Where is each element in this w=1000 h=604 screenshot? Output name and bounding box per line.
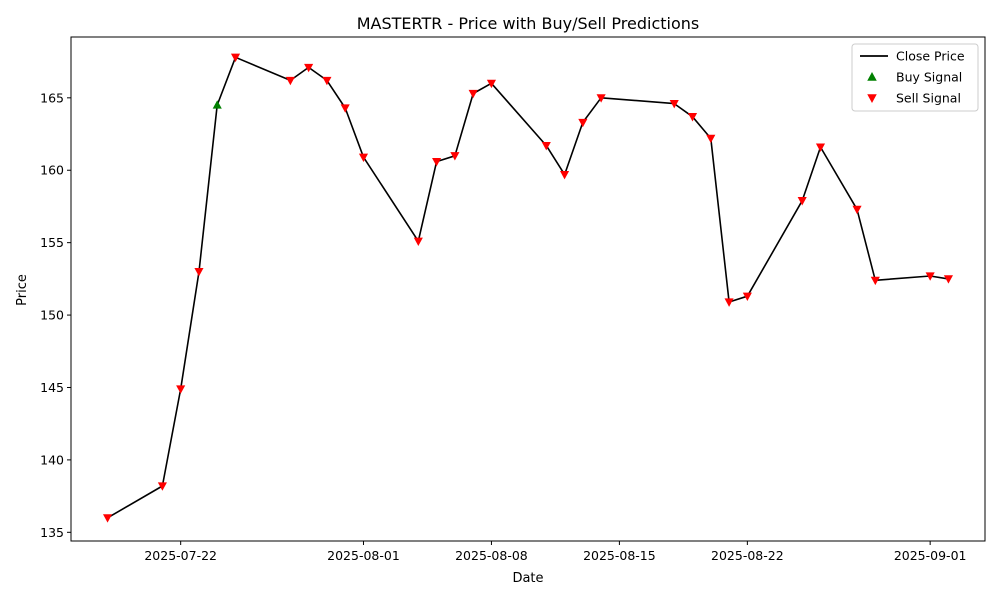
x-tick-label: 2025-08-22: [711, 548, 784, 563]
sell-signal-marker: [870, 276, 880, 286]
sell-signal-marker: [413, 237, 423, 247]
sell-signal-marker: [486, 79, 496, 89]
legend-sell-signal-swatch: [867, 94, 877, 103]
sell-signal-marker: [943, 275, 953, 284]
sell-signal-marker: [157, 482, 167, 491]
sell-signal-marker: [468, 89, 478, 99]
legend-label: Close Price: [896, 49, 965, 64]
y-tick-label: 150: [40, 308, 64, 323]
legend-label: Buy Signal: [896, 70, 962, 85]
y-axis: 135 140 145 150 155 160 165: [40, 90, 71, 540]
sell-signal-marker: [541, 142, 551, 151]
y-tick-label: 155: [40, 235, 64, 250]
legend-label: Sell Signal: [896, 91, 961, 106]
sell-signal-marker: [432, 157, 442, 167]
sell-signal-marker: [340, 104, 350, 113]
axes-frame: [70, 36, 986, 542]
x-axis: 2025-07-22 2025-08-01 2025-08-08 2025-08-15…: [144, 541, 966, 563]
legend-buy-signal-swatch: [867, 72, 877, 81]
legend-box: [851, 43, 979, 112]
sell-signal-marker: [925, 272, 935, 281]
chart-title: MASTERTR - Price with Buy/Sell Predictio…: [357, 14, 700, 33]
plot-area: [103, 53, 953, 523]
sell-signal-marker: [724, 298, 734, 307]
sell-signal-marker: [596, 94, 606, 103]
sell-signal-marker: [194, 268, 204, 277]
sell-signal-marker: [815, 143, 826, 152]
y-axis-label: Price: [15, 274, 30, 306]
sell-signal-marker: [797, 197, 807, 206]
y-tick-label: 135: [40, 525, 64, 540]
sell-signal-marker: [358, 153, 369, 163]
x-tick-label: 2025-08-08: [455, 548, 528, 563]
legend: Close Price Buy Signal Sell Signal: [851, 43, 979, 112]
sell-signal-marker: [176, 385, 186, 394]
y-tick-label: 140: [40, 452, 64, 467]
y-tick-label: 165: [40, 90, 64, 105]
sell-signal-marker: [669, 100, 679, 109]
sell-signal-marker: [687, 113, 698, 122]
close-price-line: [107, 56, 949, 519]
sell-signal-marker: [742, 292, 752, 302]
sell-signal-marker: [578, 118, 588, 128]
buy-signal-marker: [212, 100, 222, 109]
sell-signal-marker: [304, 63, 314, 73]
sell-signal-marker: [230, 53, 241, 63]
sell-signal-marker: [560, 170, 570, 180]
x-tick-label: 2025-09-01: [894, 548, 967, 563]
sell-signal-marker: [322, 76, 332, 86]
sell-signal-marker: [450, 152, 460, 161]
x-tick-label: 2025-07-22: [144, 548, 217, 563]
sell-signal-marker: [852, 205, 862, 215]
x-tick-label: 2025-08-01: [327, 548, 400, 563]
sell-signal-marker: [103, 514, 113, 523]
y-tick-label: 160: [40, 163, 64, 178]
y-tick-label: 145: [40, 380, 64, 395]
x-tick-label: 2025-08-15: [583, 548, 656, 563]
x-axis-label: Date: [512, 571, 543, 586]
sell-signal-marker: [706, 134, 716, 144]
sell-signal-marker: [285, 76, 295, 86]
